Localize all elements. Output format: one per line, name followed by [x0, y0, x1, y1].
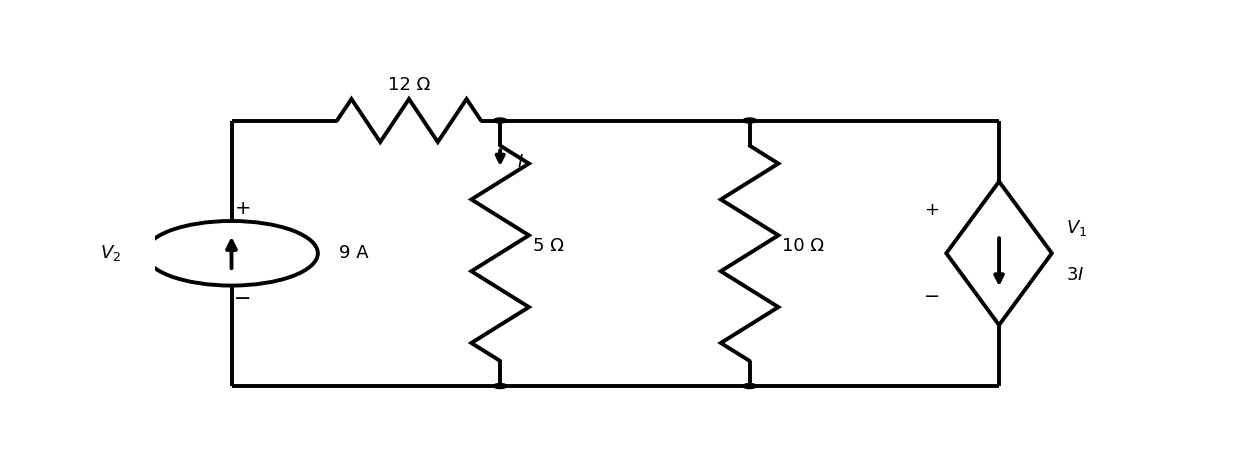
Text: $I$: $I$ [517, 153, 524, 171]
Circle shape [494, 384, 506, 389]
Text: $V_2$: $V_2$ [100, 243, 121, 263]
Text: 12 Ω: 12 Ω [387, 75, 430, 94]
Text: +: + [925, 201, 940, 219]
Text: −: − [924, 287, 940, 306]
Text: 3$I$: 3$I$ [1066, 266, 1084, 284]
Text: $V_1$: $V_1$ [1066, 218, 1087, 238]
Text: 9 A: 9 A [339, 244, 369, 262]
Text: 10 Ω: 10 Ω [782, 237, 825, 255]
Text: −: − [234, 289, 251, 309]
Circle shape [494, 118, 506, 123]
Text: +: + [235, 199, 251, 218]
Circle shape [743, 384, 756, 389]
Circle shape [743, 118, 756, 123]
Text: 5 Ω: 5 Ω [532, 237, 563, 255]
